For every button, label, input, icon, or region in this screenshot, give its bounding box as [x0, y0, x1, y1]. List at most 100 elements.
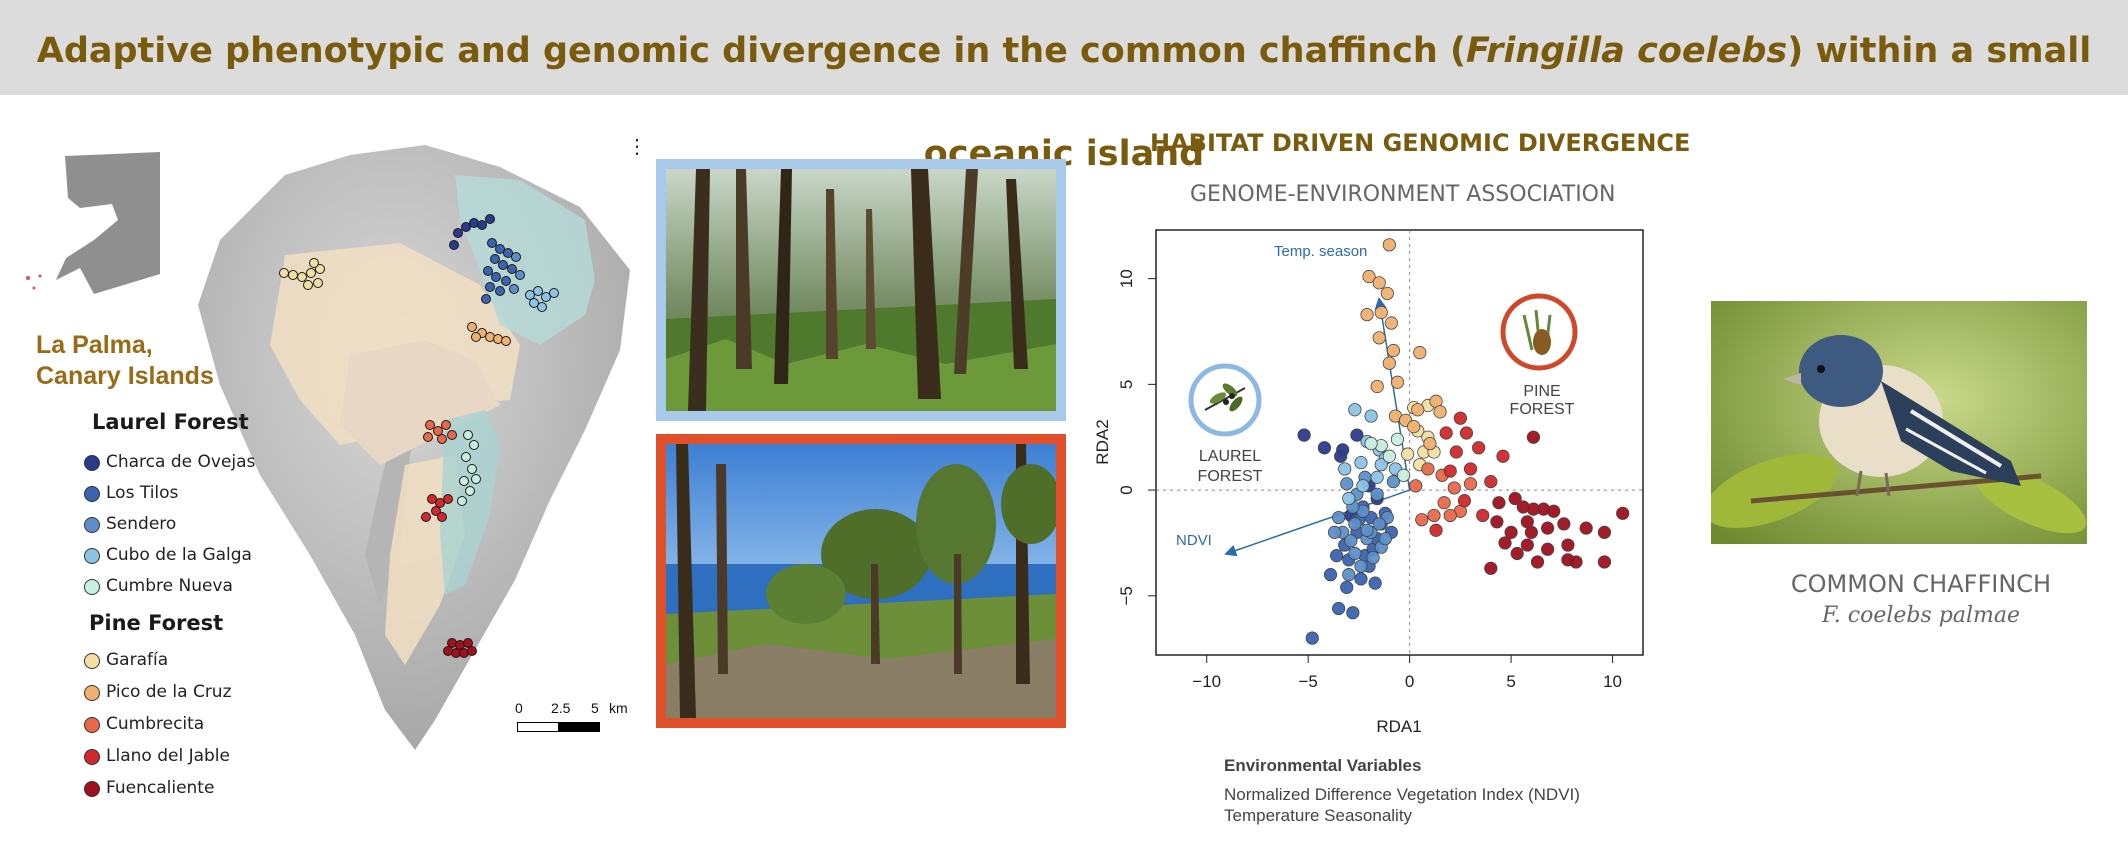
data-point-fuencaliente: [1520, 538, 1534, 552]
laurel-icon: [1188, 363, 1262, 437]
x-tick-label: 10: [1603, 672, 1622, 691]
data-point-sendero: [1378, 532, 1392, 546]
data-point-fuencaliente: [1597, 525, 1612, 539]
legend-item-fuencaliente: Fuencaliente: [84, 776, 274, 800]
plot-frame: [1155, 229, 1644, 656]
site-dots-sendero: [509, 252, 525, 294]
data-point-garaf-a: [1401, 447, 1415, 461]
data-point-llano-del-jable: [1439, 426, 1453, 440]
data-point-pico-de-la-cruz: [1386, 343, 1401, 358]
data-point-cumbrecita: [1415, 513, 1429, 527]
data-point-los-tilos: [1346, 606, 1360, 620]
data-point-los-tilos: [1323, 568, 1338, 582]
title-species: Fringilla coelebs: [1466, 31, 1788, 71]
pine-label-line1: PINE: [1523, 383, 1560, 400]
data-point-pico-de-la-cruz: [1372, 331, 1386, 345]
y-tick-label: 5: [1117, 380, 1136, 389]
y-tick-label: 0: [1117, 485, 1136, 494]
island-map: [198, 145, 630, 750]
data-point-fuencaliente: [1524, 525, 1538, 539]
data-point-pico-de-la-cruz: [1374, 305, 1388, 320]
data-point-charca-de-ovejas: [1336, 443, 1350, 457]
arrow-label-temp: Temp. season: [1274, 243, 1367, 260]
data-point-cubo-de-la-galga: [1342, 491, 1356, 506]
data-point-sendero: [1340, 477, 1354, 491]
env-variables-heading: Environmental Variables: [1224, 756, 1422, 775]
menu-dots-icon[interactable]: ⋮: [627, 136, 647, 158]
pine-forest-photo: [656, 434, 1066, 728]
data-point-sendero: [1366, 551, 1380, 565]
site-dots-garafia: [279, 258, 325, 290]
data-point-fuencaliente: [1484, 561, 1498, 575]
data-point-cumbrecita: [1421, 462, 1435, 476]
data-point-fuencaliente: [1541, 521, 1555, 535]
y-tick-label: −5: [1117, 586, 1136, 605]
chaffinch-common-name: COMMON CHAFFINCH: [1790, 570, 2052, 598]
data-point-cubo-de-la-galga: [1364, 409, 1378, 423]
data-point-cumbre-nueva: [1390, 432, 1405, 446]
scale-bar: 0 2.5 5 km: [515, 700, 635, 736]
data-point-pico-de-la-cruz: [1407, 420, 1421, 434]
legend-item-cumbrenueva: Cumbre Nueva: [84, 574, 274, 598]
scale-unit: km: [609, 700, 628, 716]
laurel-forest-photo: [656, 159, 1066, 421]
data-point-cubo-de-la-galga: [1370, 470, 1384, 484]
legend-title-pine: Pine Forest: [89, 611, 224, 635]
env-variable-ndvi: Normalized Difference Vegetation Index (…: [1224, 785, 1580, 804]
legend-title-laurel: Laurel Forest: [92, 410, 249, 434]
data-point-pico-de-la-cruz: [1372, 276, 1386, 290]
data-point-llano-del-jable: [1459, 426, 1474, 440]
data-point-sendero: [1386, 475, 1401, 489]
site-dots-charca: [449, 214, 495, 250]
data-point-charca-de-ovejas: [1297, 428, 1311, 442]
scale-label-0: 0: [515, 700, 523, 716]
inset-map: [26, 152, 160, 294]
legend-item-picodelacruz: Pico de la Cruz: [84, 680, 274, 704]
laurel-label-line2: FOREST: [1198, 468, 1263, 485]
legend-item-sendero: Sendero: [84, 512, 274, 536]
data-point-sendero: [1344, 534, 1358, 548]
x-axis-label: RDA1: [1376, 717, 1421, 736]
data-point-sendero: [1348, 517, 1362, 531]
data-point-llano-del-jable: [1476, 508, 1490, 523]
data-point-cumbre-nueva: [1364, 436, 1378, 451]
header-banner: [0, 0, 2128, 95]
x-tick-label: 0: [1405, 672, 1414, 691]
island-label: La Palma, Canary Islands: [36, 330, 214, 392]
data-point-llano-del-jable: [1449, 445, 1463, 459]
data-point-llano-del-jable: [1463, 462, 1478, 476]
data-point-sendero: [1370, 487, 1384, 501]
site-dots-cumbrenueva: [457, 430, 481, 506]
data-point-cubo-de-la-galga: [1374, 458, 1388, 472]
site-dots-llanodeljable: [421, 494, 453, 522]
data-point-los-tilos: [1340, 580, 1354, 594]
x-tick-label: −10: [1192, 672, 1221, 691]
data-point-los-tilos: [1329, 549, 1344, 563]
data-point-fuencaliente: [1508, 491, 1522, 506]
site-dots-cumbrecita: [423, 420, 457, 444]
data-point-pico-de-la-cruz: [1384, 316, 1398, 330]
data-point-sendero: [1342, 568, 1356, 582]
x-tick-label: −5: [1298, 672, 1317, 691]
data-point-fuencaliente: [1579, 521, 1593, 535]
data-point-sendero: [1348, 546, 1362, 561]
scale-label-5: 5: [591, 700, 599, 716]
data-point-sendero: [1372, 517, 1386, 531]
data-point-cumbre-nueva: [1396, 468, 1411, 482]
arrow-label-ndvi: NDVI: [1176, 532, 1212, 549]
data-point-fuencaliente: [1597, 555, 1612, 569]
legend-item-cumbrecita: Cumbrecita: [84, 712, 274, 736]
data-point-fuencaliente: [1490, 515, 1504, 529]
title-text-pre: Adaptive phenotypic and genomic divergen…: [36, 31, 1467, 71]
analysis-subtitle: GENOME-ENVIRONMENT ASSOCIATION: [1190, 182, 1616, 207]
data-point-los-tilos: [1368, 576, 1382, 590]
site-dots-cubo: [525, 286, 559, 312]
y-tick-label: 10: [1117, 269, 1136, 288]
laurel-label-line1: LAUREL: [1199, 448, 1261, 465]
data-point-cumbre-nueva: [1382, 449, 1396, 463]
pine-icon: [1500, 293, 1578, 371]
data-point-llano-del-jable: [1472, 441, 1486, 455]
analysis-title: HABITAT DRIVEN GENOMIC DIVERGENCE: [1150, 129, 1691, 157]
island-label-line1: La Palma,: [36, 331, 153, 359]
